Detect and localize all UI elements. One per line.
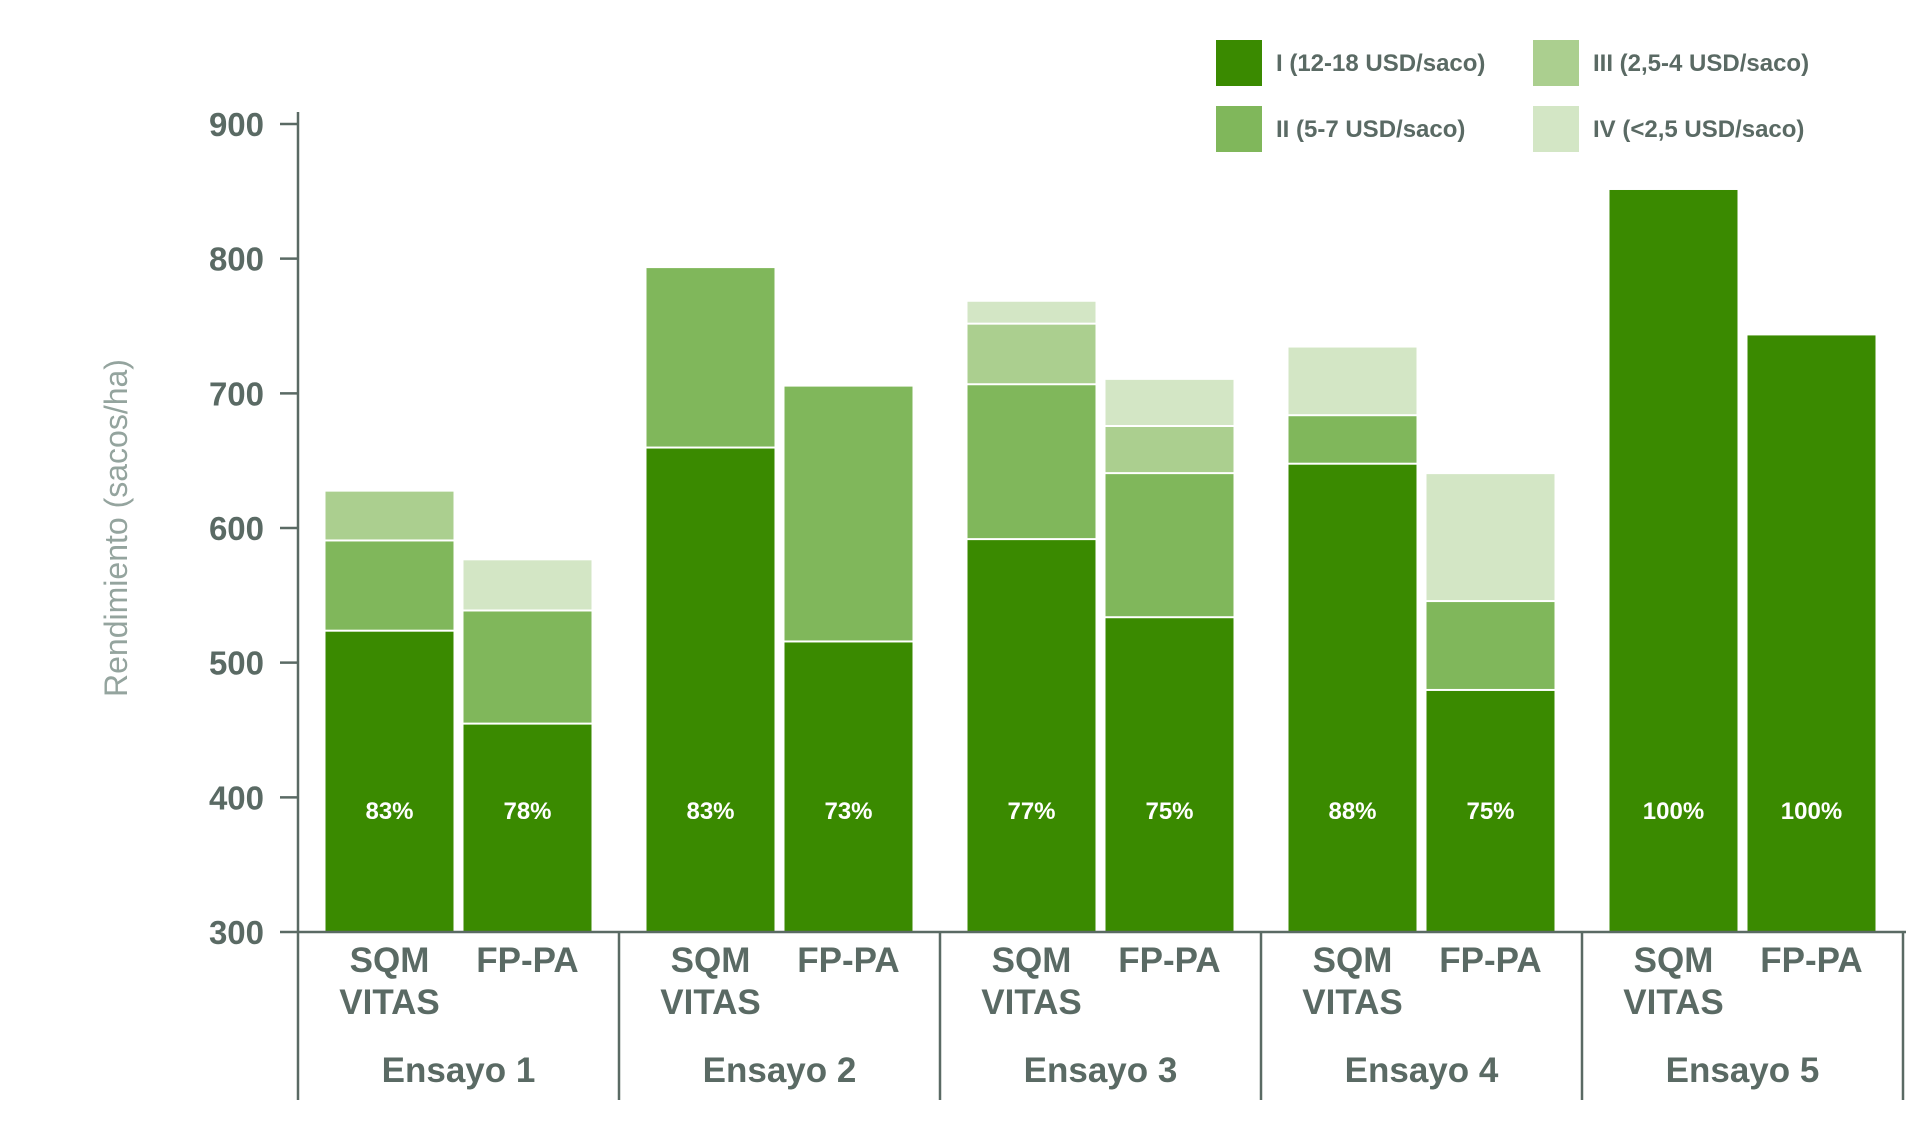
y-tick-label: 900 <box>209 106 264 143</box>
y-tick-label: 400 <box>209 779 264 816</box>
y-tick-label: 500 <box>209 645 264 682</box>
bar-segment-2 <box>325 541 454 630</box>
bar-segment-2 <box>646 268 775 447</box>
bar-pct-label: 73% <box>824 798 872 825</box>
bar-category-label: FP-PA <box>1760 941 1862 980</box>
bar-category-label: VITAS <box>981 983 1081 1022</box>
bar-category-label: SQM <box>350 941 430 980</box>
bar-category-label: VITAS <box>1302 983 1402 1022</box>
bar-category-label: SQM <box>671 941 751 980</box>
group-label: Ensayo 4 <box>1345 1051 1499 1090</box>
bar-segment-4 <box>1288 347 1417 415</box>
bar-segment-1 <box>1105 618 1234 932</box>
bar-category-label: VITAS <box>1623 983 1723 1022</box>
bar-segment-2 <box>1288 416 1417 463</box>
bar-segment-4 <box>967 301 1096 323</box>
bar-pct-label: 100% <box>1643 798 1704 825</box>
bar-category-label: SQM <box>1313 941 1393 980</box>
bar-pct-label: 78% <box>503 798 551 825</box>
bar-category-label: VITAS <box>339 983 439 1022</box>
bar-category-label: FP-PA <box>1439 941 1541 980</box>
bar-category-label: FP-PA <box>1118 941 1220 980</box>
bar-category-label: SQM <box>992 941 1072 980</box>
bar-segment-1 <box>967 540 1096 932</box>
bar-segment-3 <box>967 324 1096 384</box>
bar-category-label: SQM <box>1634 941 1714 980</box>
legend-swatch <box>1216 40 1262 86</box>
y-tick-label: 300 <box>209 914 264 951</box>
bar-segment-2 <box>1426 602 1555 689</box>
bar-segment-2 <box>463 611 592 723</box>
legend-swatch <box>1216 106 1262 152</box>
y-tick-label: 600 <box>209 510 264 547</box>
bar-pct-label: 75% <box>1145 798 1193 825</box>
bar-segment-1 <box>1609 189 1738 932</box>
bar-segment-2 <box>784 386 913 641</box>
group-label: Ensayo 1 <box>382 1051 536 1090</box>
legend-label: II (5-7 USD/saco) <box>1276 116 1465 143</box>
bars-layer: 83% 78% 83% 73% 77% 75% 88% 75% 100% 100% <box>325 189 1876 933</box>
bar-pct-label: 77% <box>1007 798 1055 825</box>
legend-label: I (12-18 USD/saco) <box>1276 50 1485 77</box>
legend-swatch <box>1533 106 1579 152</box>
axes: 300400500600700800900SQMVITASFP-PAEnsayo… <box>209 106 1906 1100</box>
bar-segment-1 <box>325 631 454 932</box>
y-axis-label: Rendimiento (sacos/ha) <box>98 359 134 697</box>
bar-segment-4 <box>1426 474 1555 601</box>
bar-segment-2 <box>967 385 1096 539</box>
bar-segment-1 <box>1426 690 1555 932</box>
bar-category-label: VITAS <box>660 983 760 1022</box>
bar-pct-label: 83% <box>686 798 734 825</box>
bar-segment-1 <box>646 448 775 932</box>
bar-pct-label: 83% <box>365 798 413 825</box>
bar-segment-2 <box>1105 474 1234 617</box>
bar-segment-1 <box>1288 464 1417 932</box>
y-tick-label: 700 <box>209 375 264 412</box>
group-label: Ensayo 2 <box>703 1051 857 1090</box>
legend-swatch <box>1533 40 1579 86</box>
legend-label: IV (<2,5 USD/saco) <box>1593 116 1804 143</box>
bar-segment-3 <box>1105 427 1234 473</box>
bar-segment-4 <box>463 560 592 610</box>
y-tick-label: 800 <box>209 241 264 278</box>
bar-pct-label: 88% <box>1328 798 1376 825</box>
group-label: Ensayo 5 <box>1666 1051 1820 1090</box>
bar-category-label: FP-PA <box>797 941 899 980</box>
bar-segment-4 <box>1105 379 1234 425</box>
bar-pct-label: 100% <box>1781 798 1842 825</box>
group-label: Ensayo 3 <box>1024 1051 1178 1090</box>
bar-segment-1 <box>784 642 913 932</box>
bar-segment-1 <box>1747 335 1876 933</box>
bar-pct-label: 75% <box>1466 798 1514 825</box>
bar-category-label: FP-PA <box>476 941 578 980</box>
legend: I (12-18 USD/saco) II (5-7 USD/saco) III (… <box>1216 40 1809 152</box>
bar-segment-3 <box>325 491 454 540</box>
bar-segment-1 <box>463 724 592 932</box>
legend-label: III (2,5-4 USD/saco) <box>1593 50 1809 77</box>
